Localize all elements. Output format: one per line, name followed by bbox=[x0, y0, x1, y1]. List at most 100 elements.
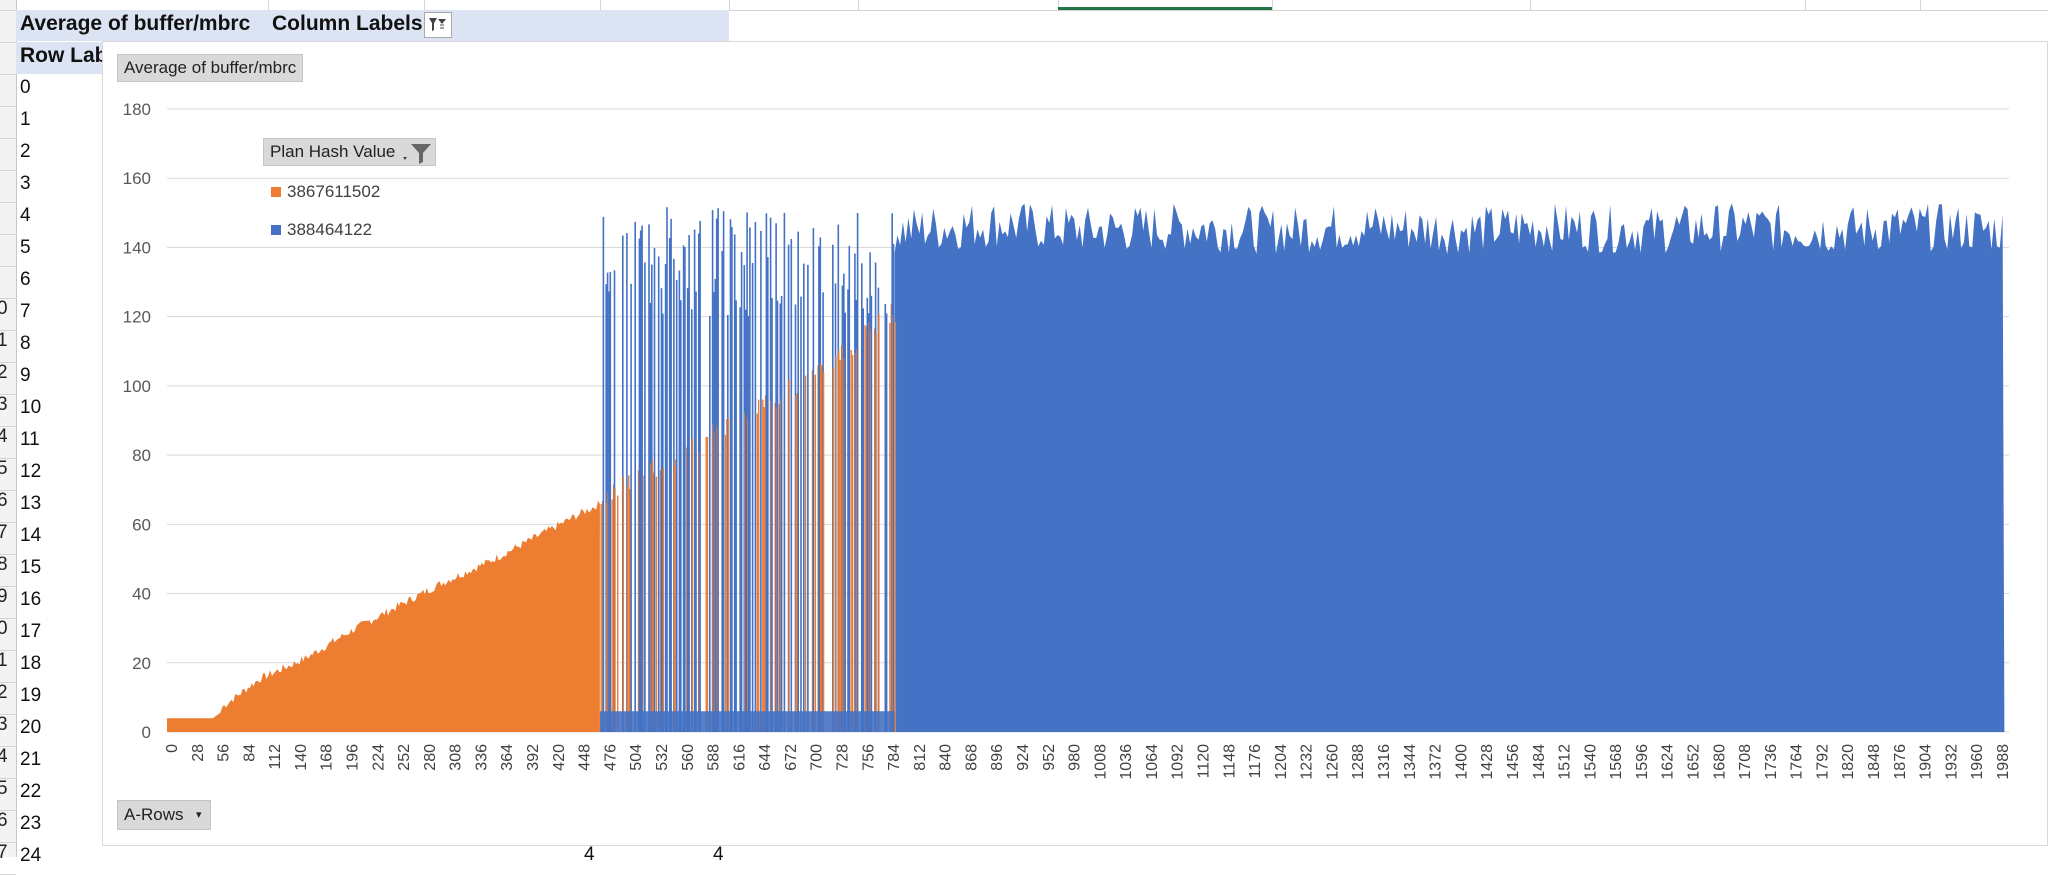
x-tick-label: 1848 bbox=[1866, 744, 1883, 780]
series-bar-388464122 bbox=[862, 308, 864, 732]
series-band-388464122 bbox=[599, 711, 895, 732]
series-bar-388464122 bbox=[644, 262, 646, 732]
series-bar-3867611502 bbox=[890, 304, 892, 732]
series-bar-3867611502 bbox=[655, 476, 658, 732]
series-bar-388464122 bbox=[626, 233, 628, 732]
series-bar-388464122 bbox=[648, 224, 650, 732]
pivot-value-field[interactable]: Average of buffer/mbrc bbox=[20, 12, 251, 35]
x-tick-label: 840 bbox=[938, 744, 955, 771]
value-field-button[interactable]: Average of buffer/mbrc bbox=[117, 54, 304, 82]
legend-entry[interactable]: 388464122 bbox=[271, 220, 372, 240]
row-header-number[interactable]: 7 bbox=[0, 522, 8, 543]
row-label-value: 1 bbox=[20, 109, 31, 130]
x-tick-label: 784 bbox=[886, 744, 903, 771]
y-axis: 0 20 40 60 80 100 120 140 160 180 bbox=[123, 100, 151, 742]
row-header-number[interactable]: 6 bbox=[0, 810, 8, 831]
row-header-divider bbox=[0, 170, 16, 171]
series-bar-3867611502 bbox=[851, 354, 854, 732]
series-bar-3867611502 bbox=[756, 413, 758, 732]
series-bar-388464122 bbox=[729, 219, 732, 732]
row-header-number[interactable]: 0 bbox=[0, 618, 8, 639]
series-bar-3867611502 bbox=[628, 475, 630, 732]
x-tick-label: 1904 bbox=[1918, 744, 1935, 780]
series-area-388464122 bbox=[894, 203, 2005, 732]
x-tick-label: 1344 bbox=[1402, 744, 1419, 780]
row-header-number[interactable]: 7 bbox=[0, 842, 8, 863]
series-bar-388464122 bbox=[866, 297, 869, 732]
series-bar-388464122 bbox=[699, 221, 701, 732]
series-bar-388464122 bbox=[856, 213, 859, 732]
row-header-divider bbox=[0, 618, 16, 619]
column-filter-button[interactable] bbox=[424, 12, 452, 38]
series-bar-3867611502 bbox=[706, 437, 709, 732]
row-header-divider bbox=[0, 458, 16, 459]
series-bar-3867611502 bbox=[716, 426, 718, 732]
x-tick-label: 84 bbox=[241, 744, 258, 762]
series-bar-388464122 bbox=[892, 244, 895, 732]
series-bar-3867611502 bbox=[659, 470, 662, 732]
series-bar-3867611502 bbox=[778, 403, 781, 732]
series-bar-3867611502 bbox=[774, 402, 776, 732]
x-tick-label: 168 bbox=[319, 744, 336, 771]
series-bar-388464122 bbox=[634, 221, 636, 733]
row-header-number[interactable]: 3 bbox=[0, 394, 8, 415]
series-bar-3867611502 bbox=[626, 486, 629, 732]
y-tick-label: 20 bbox=[132, 654, 151, 673]
series-bar-388464122 bbox=[747, 315, 750, 732]
x-tick-label: 1008 bbox=[1092, 744, 1109, 780]
series-bar-3867611502 bbox=[889, 323, 891, 732]
row-header-number[interactable]: 9 bbox=[0, 586, 8, 607]
row-header-number[interactable]: 4 bbox=[0, 746, 8, 767]
legend-field-button[interactable]: Plan Hash Value bbox=[263, 138, 437, 166]
series-bar-3867611502 bbox=[864, 325, 866, 732]
row-label-value: 13 bbox=[20, 493, 42, 514]
legend-entry[interactable]: 3867611502 bbox=[271, 182, 380, 202]
filter-icon bbox=[403, 144, 432, 164]
x-tick-label: 56 bbox=[216, 744, 233, 762]
row-header: 0 1 2 3 4 5 6 7 8 9 0 1 2 3 4 5 6 7 bbox=[0, 0, 17, 875]
column-divider bbox=[1058, 0, 1059, 10]
row-header-number[interactable]: 8 bbox=[0, 554, 8, 575]
x-tick-label: 1960 bbox=[1969, 744, 1986, 780]
row-header-number[interactable]: 6 bbox=[0, 490, 8, 511]
row-header-number[interactable]: 2 bbox=[0, 362, 8, 383]
y-tick-label: 80 bbox=[132, 446, 151, 465]
column-divider bbox=[1530, 0, 1531, 10]
column-divider bbox=[1272, 0, 1273, 10]
row-header-divider bbox=[0, 330, 16, 331]
series-bar-3867611502 bbox=[622, 477, 624, 732]
pivot-row-labels[interactable]: Row Lab bbox=[20, 44, 108, 67]
series-bar-3867611502 bbox=[617, 495, 619, 732]
series-bar-3867611502 bbox=[651, 460, 653, 732]
series-bar-388464122 bbox=[682, 245, 685, 732]
series-bar-388464122 bbox=[776, 300, 779, 732]
series-bar-3867611502 bbox=[726, 419, 728, 732]
row-label-value: 9 bbox=[20, 365, 31, 386]
row-header-number[interactable]: 1 bbox=[0, 330, 8, 351]
series-bar-388464122 bbox=[668, 238, 671, 732]
pivot-chart[interactable]: Average of buffer/mbrc A-Rows ▾ 0 20 40 60 8… bbox=[102, 41, 2048, 846]
series-bar-388464122 bbox=[754, 222, 757, 732]
row-label-value: 6 bbox=[20, 269, 31, 290]
x-tick-label: 1764 bbox=[1789, 744, 1806, 780]
row-label-value: 4 bbox=[20, 205, 31, 226]
series-bar-3867611502 bbox=[691, 437, 693, 732]
row-header-number[interactable]: 2 bbox=[0, 682, 8, 703]
row-header-number[interactable]: 3 bbox=[0, 714, 8, 735]
series-bar-3867611502 bbox=[744, 412, 746, 732]
row-header-number[interactable]: 1 bbox=[0, 650, 8, 671]
series-bar-3867611502 bbox=[705, 436, 707, 732]
row-header-number[interactable]: 5 bbox=[0, 458, 8, 479]
series-bar-3867611502 bbox=[821, 365, 823, 732]
x-tick-label: 1428 bbox=[1479, 744, 1496, 780]
row-header-number[interactable]: 0 bbox=[0, 298, 8, 319]
row-header-divider bbox=[0, 298, 16, 299]
series-bar-388464122 bbox=[675, 279, 678, 732]
x-tick-label: 980 bbox=[1067, 744, 1084, 771]
series-bar-388464122 bbox=[688, 235, 690, 732]
row-header-divider bbox=[0, 778, 16, 779]
row-header-number[interactable]: 4 bbox=[0, 426, 8, 447]
axis-field-button[interactable]: A-Rows ▾ bbox=[117, 800, 211, 830]
row-header-number[interactable]: 5 bbox=[0, 778, 8, 799]
row-header-divider bbox=[0, 682, 16, 683]
